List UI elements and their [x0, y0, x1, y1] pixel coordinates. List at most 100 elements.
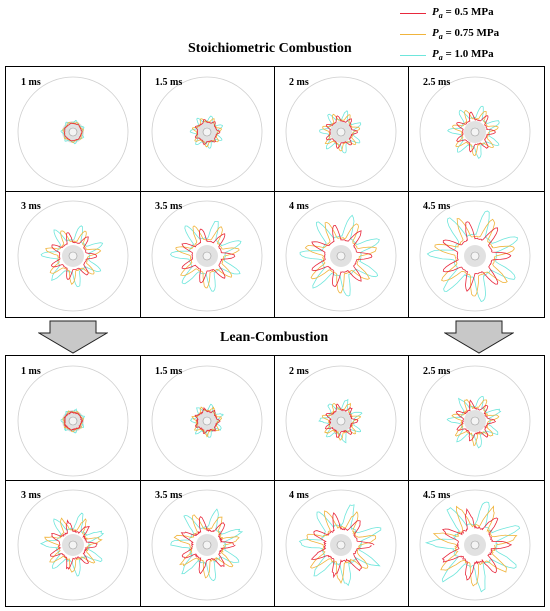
flame-contour [50, 232, 98, 280]
flame-image [419, 200, 531, 312]
flame-contour [194, 406, 221, 435]
flame-panel: 3.5 ms [141, 481, 275, 605]
flame-image [419, 365, 531, 477]
flame-panel: 4.5 ms [409, 192, 543, 316]
panel-column-divider [274, 356, 275, 606]
legend-item-2: Pa = 1.0 MPa [400, 48, 494, 62]
legend-label: Pa = 1.0 MPa [432, 47, 494, 63]
nozzle [470, 416, 480, 426]
chamber-wall [17, 365, 129, 477]
legend-swatch [400, 54, 426, 56]
nozzle [202, 127, 212, 137]
flame-image [17, 76, 129, 188]
flame-panel: 1 ms [7, 357, 141, 481]
time-label: 2 ms [289, 77, 309, 88]
flame-image [285, 200, 397, 312]
panel-grid-stoichiometric: 1 ms 1.5 ms 2 ms 2.5 ms 3 ms 3.5 ms 4 ms 4.5 ms [5, 66, 545, 318]
chamber-wall [151, 365, 263, 477]
time-label: 2.5 ms [423, 366, 451, 377]
nozzle [336, 416, 346, 426]
time-label: 1 ms [21, 77, 41, 88]
flame-contour [325, 115, 358, 149]
chamber-wall [419, 489, 531, 601]
nozzle [202, 416, 212, 426]
legend-label: Pa = 0.5 MPa [432, 5, 494, 21]
time-label: 4.5 ms [423, 490, 451, 501]
chamber-wall [285, 200, 397, 312]
flame-contour [432, 505, 518, 587]
flame-contour [310, 512, 375, 579]
flame-contour [304, 221, 377, 294]
time-label: 3.5 ms [155, 201, 183, 212]
flame-contour [441, 508, 512, 581]
flame-contour [442, 221, 512, 292]
panel-column-divider [140, 356, 141, 606]
chamber-wall [285, 489, 397, 601]
nozzle [336, 127, 346, 137]
flame-panel: 3.5 ms [141, 192, 275, 316]
flame-contour [181, 228, 236, 284]
flame-panel: 3 ms [7, 481, 141, 605]
flame-panel: 4 ms [275, 192, 409, 316]
flame-panel: 2 ms [275, 68, 409, 192]
flame-image [419, 76, 531, 188]
nozzle [470, 540, 480, 550]
flame-contour [173, 514, 240, 579]
time-label: 2.5 ms [423, 77, 451, 88]
flame-image [17, 200, 129, 312]
panel-column-divider [274, 67, 275, 317]
nozzle [68, 127, 78, 137]
flame-contour [424, 501, 521, 593]
flame-image [285, 365, 397, 477]
panel-column-divider [140, 67, 141, 317]
flame-image [17, 365, 129, 477]
time-label: 4 ms [289, 201, 309, 212]
nozzle [202, 540, 212, 550]
chamber-wall [285, 365, 397, 477]
flame-image [285, 489, 397, 601]
section-title-stoichiometric: Stoichiometric Combustion [188, 41, 352, 56]
nozzle [68, 251, 78, 261]
flame-panel: 3 ms [7, 192, 141, 316]
chamber-wall [419, 365, 531, 477]
time-label: 1 ms [21, 366, 41, 377]
panel-grid-lean: 1 ms 1.5 ms 2 ms 2.5 ms 3 ms 3.5 ms 4 ms 4.5 ms [5, 355, 545, 607]
time-label: 1.5 ms [155, 366, 183, 377]
flame-contour [434, 218, 515, 297]
nozzle [68, 416, 78, 426]
flame-panel: 2 ms [275, 357, 409, 481]
flame-image [151, 76, 263, 188]
flame-contour [50, 519, 98, 570]
panel-column-divider [408, 67, 409, 317]
nozzle [336, 251, 346, 261]
down-arrow-left-icon [38, 320, 108, 354]
flame-contour [194, 119, 221, 146]
flame-contour [60, 119, 85, 145]
flame-image [151, 365, 263, 477]
chamber-wall [151, 76, 263, 188]
panel-row-divider [6, 480, 544, 481]
legend-swatch [400, 33, 426, 35]
flame-contour [456, 111, 496, 153]
flame-contour [321, 402, 362, 441]
flame-panel: 4.5 ms [409, 481, 543, 605]
flame-panel: 2.5 ms [409, 357, 543, 481]
flame-contour [311, 225, 373, 287]
flame-contour [64, 122, 83, 142]
nozzle [336, 540, 346, 550]
time-label: 3.5 ms [155, 490, 183, 501]
chamber-wall [17, 200, 129, 312]
time-label: 3 ms [21, 490, 41, 501]
flame-contour [426, 210, 518, 302]
time-label: 4 ms [289, 490, 309, 501]
flame-contour [306, 510, 377, 584]
flame-panel: 4 ms [275, 481, 409, 605]
panel-row-divider [6, 191, 544, 192]
legend: Pa = 0.5 MPa Pa = 0.75 MPa Pa = 1.0 MPa [400, 4, 545, 66]
chamber-wall [151, 489, 263, 601]
section-title-lean: Lean-Combustion [220, 330, 329, 345]
legend-label: Pa = 0.75 MPa [432, 26, 500, 42]
time-label: 4.5 ms [423, 201, 451, 212]
chamber-wall [419, 76, 531, 188]
nozzle [202, 251, 212, 261]
